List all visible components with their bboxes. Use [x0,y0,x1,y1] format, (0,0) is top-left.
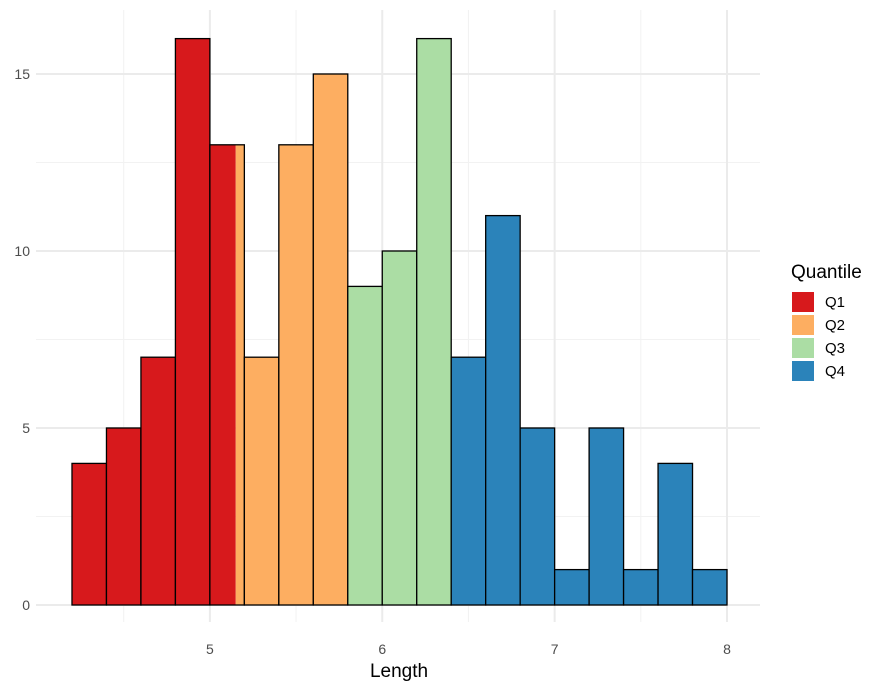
y-tick-label: 15 [14,66,30,82]
bar-q4-bin-12 [450,356,487,606]
bar-q2-bin-7 [278,144,314,606]
bars [71,37,728,606]
legend-key-q2 [792,315,814,335]
legend-key-q4 [792,361,814,381]
bar-q4-bin-18 [657,462,694,606]
bar-q3-bin-9 [347,285,383,606]
bar-q2-bin-8 [312,73,349,606]
legend-label-q2: Q2 [825,317,845,334]
x-axis-ticks: 5 6 7 8 [206,641,731,657]
legend-label-q1: Q1 [825,294,845,311]
bar-q1-bin-3 [140,356,177,606]
bar-q4-bin-14 [519,427,556,606]
legend-key-q3 [792,338,814,358]
bar-q4-bin-19 [691,568,728,606]
x-tick-label: 6 [378,641,386,657]
bar-q3-bin-11 [416,37,452,606]
bar-q4-bin-16 [588,427,625,606]
y-tick-label: 0 [22,597,30,613]
bar-q4-bin-17 [622,568,659,606]
legend-title: Quantile [791,262,862,283]
bar-q1-bin-5 [209,144,236,606]
bar-q3-bin-10 [381,250,418,606]
legend-label-q3: Q3 [825,340,845,357]
bar-q4-bin-13 [485,214,521,606]
x-tick-label: 8 [723,641,731,657]
x-tick-label: 7 [551,641,559,657]
bar-q2-bin-5 [235,144,245,606]
bar-q1-bin-1 [71,462,108,606]
bar-q1-bin-4 [174,37,211,606]
legend: Quantile Q1 Q2 Q3 Q4 [791,262,862,381]
y-tick-label: 5 [22,420,30,436]
y-tick-label: 10 [14,243,30,259]
x-tick-label: 5 [206,641,214,657]
x-axis-title: Length [370,661,428,682]
bar-q4-bin-15 [553,568,590,606]
bar-q2-bin-6 [243,356,280,606]
legend-key-q1 [792,292,814,312]
y-axis-ticks: 0 5 10 15 [14,66,30,613]
legend-label-q4: Q4 [825,363,845,380]
bar-q1-bin-2 [105,427,142,606]
